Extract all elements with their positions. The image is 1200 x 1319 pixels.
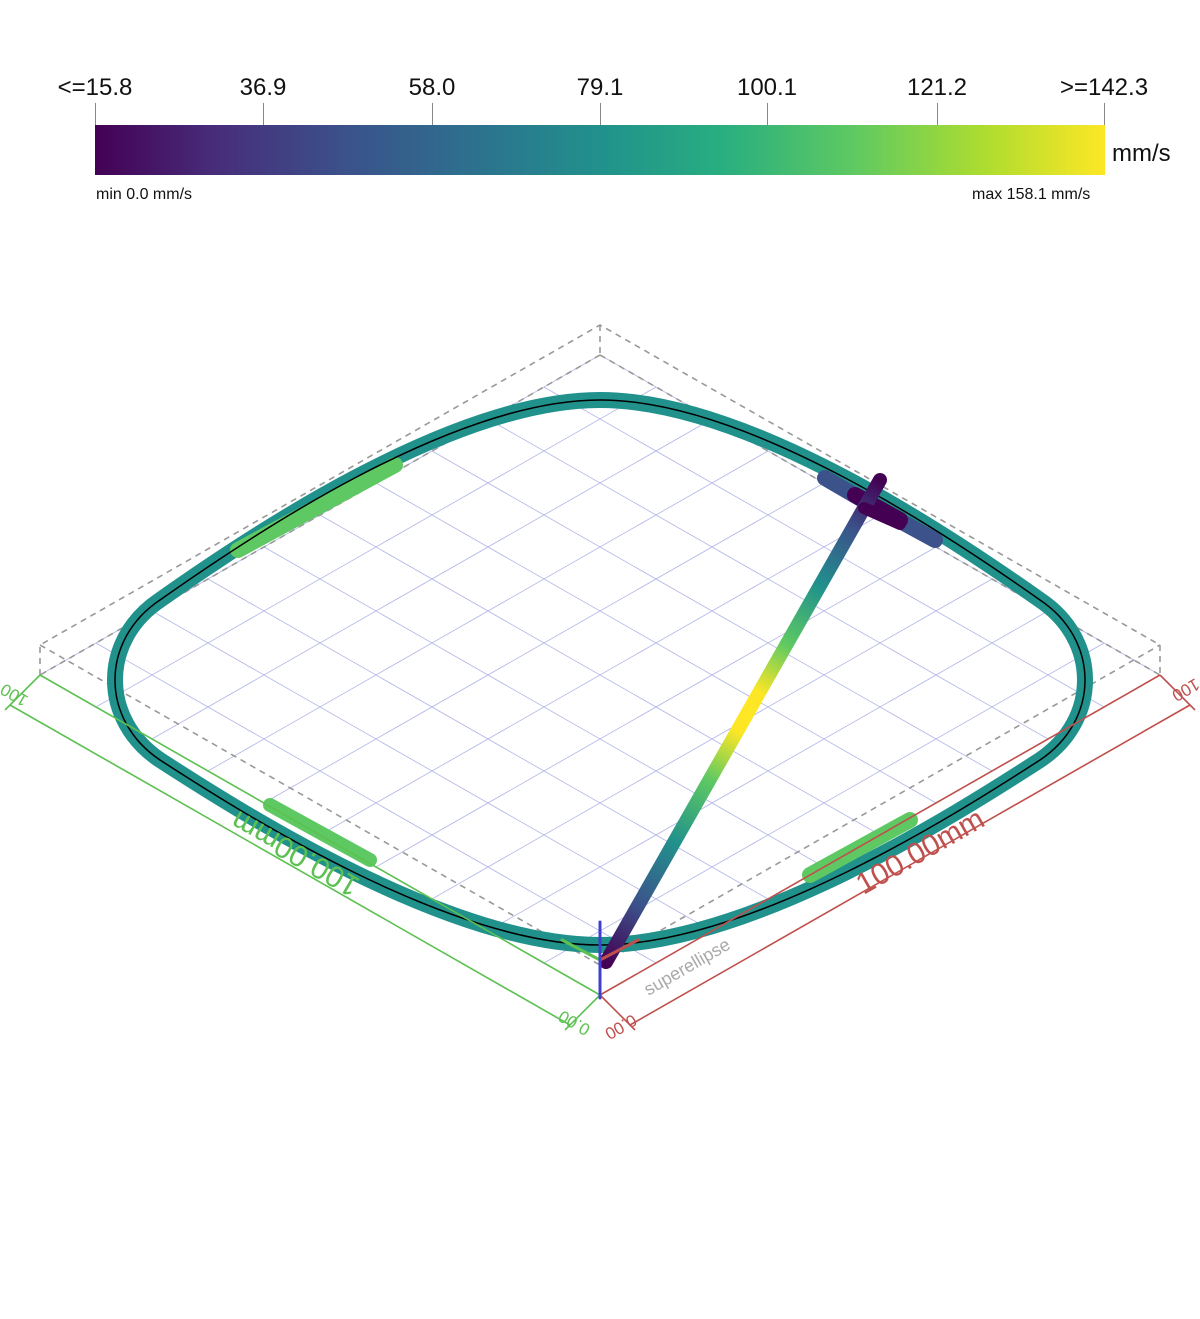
colorbar-tick [767,103,768,125]
colorbar-tick-label: >=142.3 [1059,74,1149,101]
x-axis-dimension [599,674,1196,1031]
toolpath-travel-move [599,473,906,969]
colorbar-tick-label: 36.9 [239,74,287,101]
colorbar-gradient [95,125,1105,175]
y-axis-end-label: 100 [0,679,31,710]
colorbar-tick-label: 58.0 [408,74,456,101]
toolpath-perimeter [107,392,1093,953]
colorbar-tick [432,103,433,125]
build-plate-grid [39,354,1161,996]
colorbar-min-label: min 0.0 mm/s [96,186,193,203]
y-axis-dimension [4,674,601,1031]
colorbar-max-label: max 158.1 mm/s [972,186,1091,203]
origin-axis-triad-icon [560,920,640,1000]
x-axis-end-label: 100 [1169,674,1200,705]
y-axis-start-label: 0.00 [555,1006,593,1039]
bounding-box [39,324,1161,995]
colorbar-tick [95,103,96,125]
colorbar-tick-label: 100.1 [736,74,798,101]
colorbar-tick-label: 79.1 [576,74,624,101]
colorbar-tick [1104,103,1105,125]
colorbar-tick [600,103,601,125]
colorbar-tick [937,103,938,125]
toolpath-3d-viewport[interactable]: 100.00mm 0.00 100 100.00mm 0.00 100 supe… [0,230,1200,1110]
colorbar-tick-label: <=15.8 [57,74,133,101]
colorbar-tick-label: 121.2 [906,74,968,101]
colorbar-tick [263,103,264,125]
colorbar-unit: mm/s [1112,140,1171,167]
speed-colorbar-legend: <=15.8 36.9 58.0 79.1 100.1 121.2 >=142.… [0,0,1200,230]
